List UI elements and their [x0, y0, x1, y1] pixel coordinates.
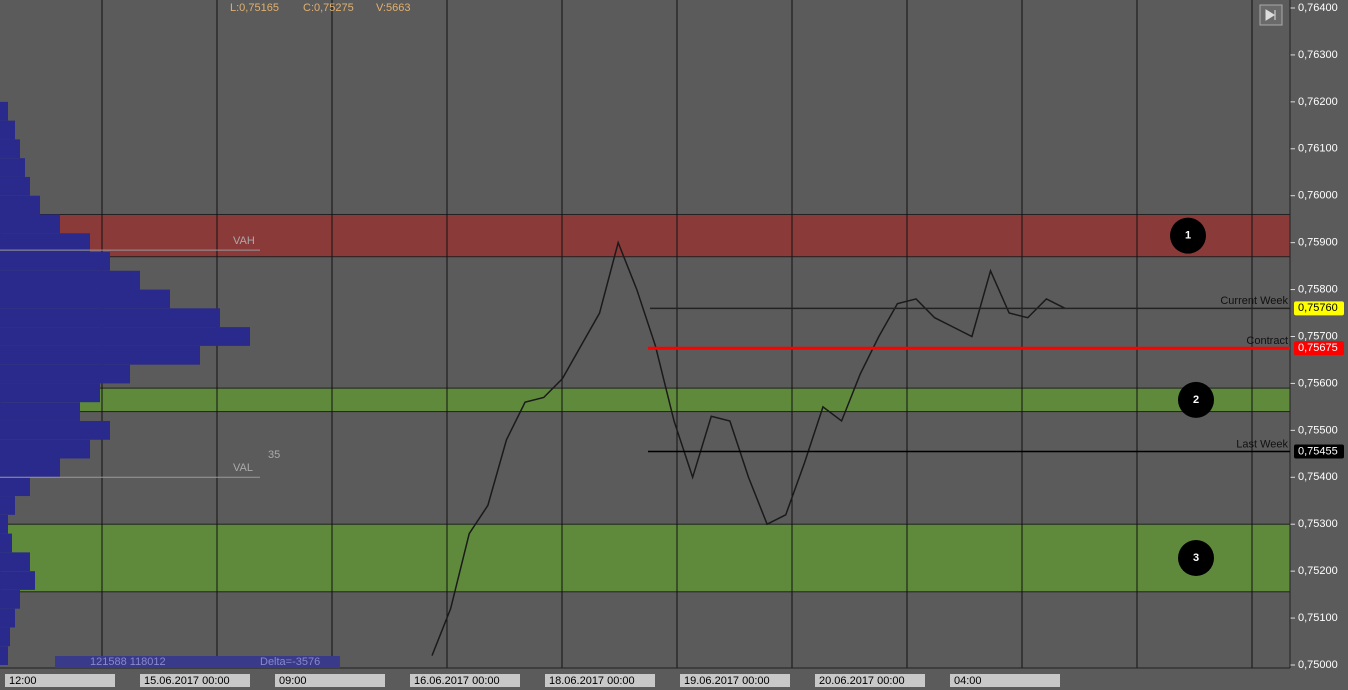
level-tag: [1294, 341, 1344, 356]
summary-text: Delta=-3576: [260, 656, 320, 668]
level-name: Last Week: [1236, 438, 1288, 450]
profile-bar: [0, 533, 12, 553]
profile-bar: [0, 308, 220, 328]
header-text: L:0,75165: [230, 2, 279, 14]
value-area-label: VAL: [233, 462, 253, 474]
y-tick-label: 0,75500: [1298, 424, 1338, 436]
level-name: Current Week: [1220, 295, 1288, 307]
x-tick-label: 09:00: [279, 675, 307, 687]
y-tick-label: 0,75100: [1298, 612, 1338, 624]
header-text: C:0,75275: [303, 2, 354, 14]
x-tick-box: [410, 674, 520, 687]
y-tick-label: 0,75300: [1298, 518, 1338, 530]
y-tick-label: 0,75200: [1298, 565, 1338, 577]
y-tick-label: 0,75000: [1298, 659, 1338, 671]
profile-bar: [0, 345, 200, 365]
profile-bar: [0, 458, 60, 478]
x-tick-box: [815, 674, 925, 687]
header-text: V:5663: [376, 2, 410, 14]
x-tick-label: 12:00: [9, 675, 37, 687]
x-tick-box: [950, 674, 1060, 687]
profile-bar: [0, 120, 15, 140]
value-area-label: VAH: [233, 235, 255, 247]
x-tick-box: [545, 674, 655, 687]
profile-bar: [0, 195, 40, 215]
x-tick-label: 20.06.2017 00:00: [819, 675, 905, 687]
profile-bar: [0, 176, 30, 196]
level-tag: [1294, 301, 1344, 316]
profile-bar: [0, 252, 110, 271]
profile-bar: [0, 402, 80, 421]
zone-marker: [1178, 381, 1214, 418]
price-line: [431, 240, 1066, 656]
x-tick-label: 16.06.2017 00:00: [414, 675, 500, 687]
level-tag: [1294, 444, 1344, 459]
y-tick-label: 0,76200: [1298, 96, 1338, 108]
y-tick-label: 0,76300: [1298, 49, 1338, 61]
profile-bar: [0, 233, 90, 253]
summary-text: 121588 118012: [90, 656, 166, 668]
x-tick-label: 15.06.2017 00:00: [144, 675, 230, 687]
x-tick-box: [275, 674, 385, 687]
summary-box: [55, 656, 340, 668]
x-tick-box: [5, 674, 115, 687]
profile-bar: [0, 589, 20, 609]
zone-marker-label: 3: [1193, 552, 1199, 564]
zone-marker-label: 1: [1185, 230, 1191, 242]
play-icon: [1265, 9, 1276, 21]
profile-bar: [0, 439, 90, 459]
profile-bar: [0, 270, 140, 290]
y-tick-label: 0,75700: [1298, 330, 1338, 342]
y-tick-label: 0,75400: [1298, 471, 1338, 483]
profile-bar: [0, 364, 130, 384]
profile-bar: [0, 608, 15, 628]
profile-bar: [0, 571, 35, 590]
level-price: 0,75455: [1298, 445, 1338, 457]
zone: [0, 387, 1291, 413]
x-tick-box: [140, 674, 250, 687]
profile-bar: [0, 627, 10, 647]
profile-bar: [0, 496, 15, 515]
y-tick-label: 0,75900: [1298, 237, 1338, 249]
profile-bar: [0, 327, 250, 346]
level-price: 0,75675: [1298, 342, 1338, 354]
zone-marker-label: 2: [1193, 394, 1199, 406]
profile-bar: [0, 214, 60, 234]
val-note: 35: [268, 449, 280, 461]
profile-bar: [0, 383, 100, 403]
profile-bar: [0, 420, 110, 440]
profile-bar: [0, 289, 170, 309]
zone-marker: [1170, 217, 1206, 254]
profile-bar: [0, 158, 25, 177]
profile-bar: [0, 139, 20, 159]
level-name: Contract: [1246, 335, 1288, 347]
level-price: 0,75760: [1298, 302, 1338, 314]
zone-marker: [1178, 540, 1214, 577]
y-tick-label: 0,75600: [1298, 377, 1338, 389]
profile-bar: [0, 477, 30, 497]
profile-bar: [0, 101, 8, 121]
y-tick-label: 0,76000: [1298, 190, 1338, 202]
profile-bar: [0, 646, 8, 665]
y-tick-label: 0,75800: [1298, 283, 1338, 295]
x-tick-box: [680, 674, 790, 687]
profile-bar: [0, 552, 30, 572]
profile-bar: [0, 514, 8, 534]
x-tick-label: 04:00: [954, 675, 982, 687]
y-tick-label: 0,76100: [1298, 143, 1338, 155]
y-tick-label: 0,76400: [1298, 2, 1338, 14]
x-tick-label: 18.06.2017 00:00: [549, 675, 635, 687]
x-tick-label: 19.06.2017 00:00: [684, 675, 770, 687]
zone: [0, 523, 1291, 593]
